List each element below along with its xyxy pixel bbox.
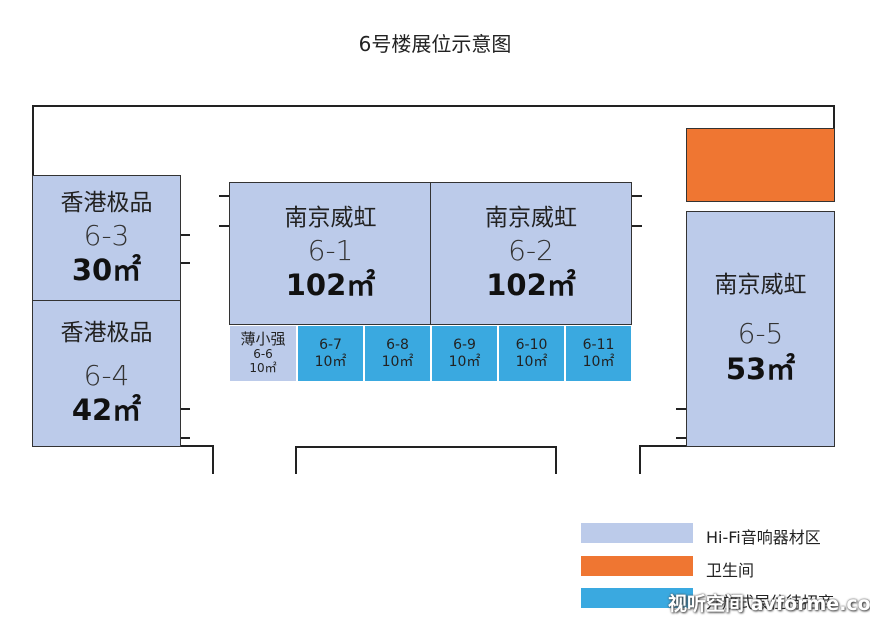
booth-area: 10㎡ [582,353,615,370]
booth-code: 6-6 [253,347,273,362]
legend-swatch-restroom [581,556,693,576]
legend-swatch-open [581,588,693,608]
booth-area: 30㎡ [71,253,142,288]
booth-area: 10㎡ [515,353,548,370]
booth-6-5: 南京威虹 6-5 53㎡ [686,211,835,447]
booth-code: 6-10 [515,337,548,354]
booth-6-3: 香港极品 6-3 30㎡ [32,175,181,302]
booth-6-6: 薄小强 6-6 10㎡ [229,325,297,382]
booth-name: 南京威虹 [284,204,377,231]
booth-code: 6-8 [386,337,409,354]
booth-name: 南京威虹 [714,272,807,299]
booth-code: 6-11 [582,337,615,354]
booth-area: 10㎡ [448,353,481,370]
booth-area: 10㎡ [381,353,414,370]
booth-6-8: 6-8 10㎡ [364,325,431,382]
legend-label-hifi: Hi-Fi音响器材区 [706,528,821,547]
booth-code: 6-3 [83,218,130,252]
booth-code: 6-1 [307,233,354,267]
booth-area: 42㎡ [71,393,142,428]
legend-swatch-hifi [581,523,693,543]
booth-6-2: 南京威虹 6-2 102㎡ [430,182,632,325]
booth-6-1: 南京威虹 6-1 102㎡ [229,182,432,325]
booth-area: 102㎡ [285,268,376,303]
restroom-area [686,128,835,202]
booth-6-10: 6-10 10㎡ [498,325,565,382]
booth-name: 香港极品 [60,189,153,216]
booth-code: 6-5 [737,317,784,351]
booth-code: 6-2 [508,233,554,267]
booth-area: 53㎡ [725,351,796,386]
booth-6-4: 香港极品 6-4 42㎡ [32,300,181,447]
booth-name: 香港极品 [60,319,153,346]
booth-code: 6-9 [453,337,476,354]
booth-6-11: 6-11 10㎡ [565,325,632,382]
booth-area: 10㎡ [249,361,277,376]
booth-area: 10㎡ [314,353,347,370]
page-title: 6号楼展位示意图 [358,32,512,56]
legend-label-open: 开放式展位待招商 [706,593,835,612]
booth-6-7: 6-7 10㎡ [297,325,364,382]
watermark: 视听空间 avforme.com [668,593,870,615]
booth-area: 102㎡ [486,268,576,303]
booth-name: 薄小强 [240,330,286,349]
legend-label-restroom: 卫生间 [706,561,755,580]
booth-6-9: 6-9 10㎡ [431,325,498,382]
booth-code: 6-4 [83,358,130,392]
booth-code: 6-7 [319,337,342,354]
booth-name: 南京威虹 [485,204,577,231]
